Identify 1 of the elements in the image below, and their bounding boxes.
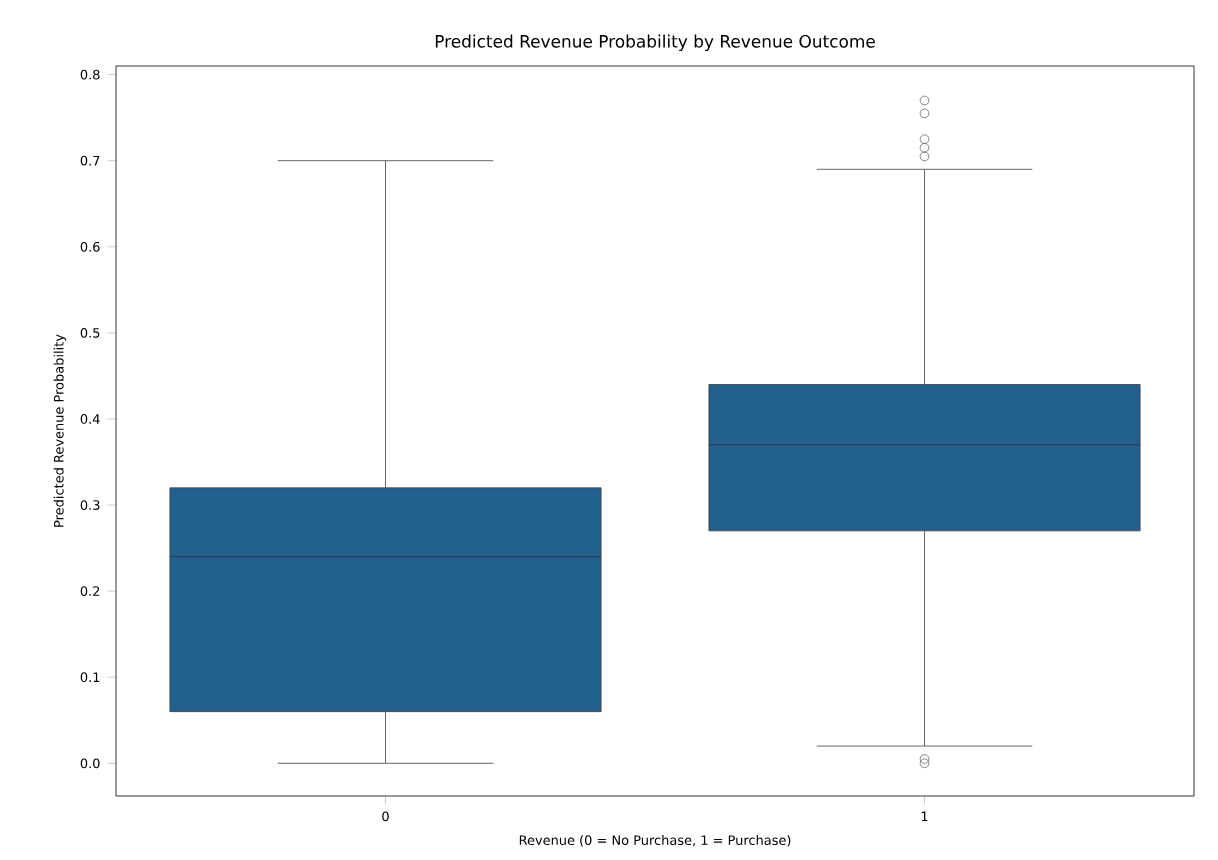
chart-title: Predicted Revenue Probability by Revenue Outcome (435, 34, 875, 51)
